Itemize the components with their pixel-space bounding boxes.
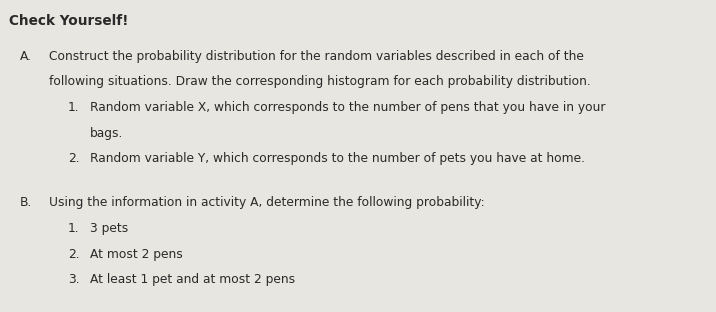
Text: Using the information in activity A, determine the following probability:: Using the information in activity A, det… [49,197,484,209]
Text: 2.: 2. [68,248,79,261]
Text: 2.: 2. [68,152,79,165]
Text: 3.: 3. [68,273,79,286]
Text: 3 pets: 3 pets [90,222,127,235]
Text: bags.: bags. [90,127,123,139]
Text: Random variable X, which corresponds to the number of pens that you have in your: Random variable X, which corresponds to … [90,101,605,114]
Text: Construct the probability distribution for the random variables described in eac: Construct the probability distribution f… [49,50,584,63]
Text: Random variable Y, which corresponds to the number of pets you have at home.: Random variable Y, which corresponds to … [90,152,584,165]
Text: At least 1 pet and at most 2 pens: At least 1 pet and at most 2 pens [90,273,294,286]
Text: 1.: 1. [68,222,79,235]
Text: Check Yourself!: Check Yourself! [9,14,128,28]
Text: At most 2 pens: At most 2 pens [90,248,183,261]
Text: 1.: 1. [68,101,79,114]
Text: B.: B. [20,197,32,209]
Text: following situations. Draw the corresponding histogram for each probability dist: following situations. Draw the correspon… [49,76,591,88]
Text: A.: A. [20,50,32,63]
